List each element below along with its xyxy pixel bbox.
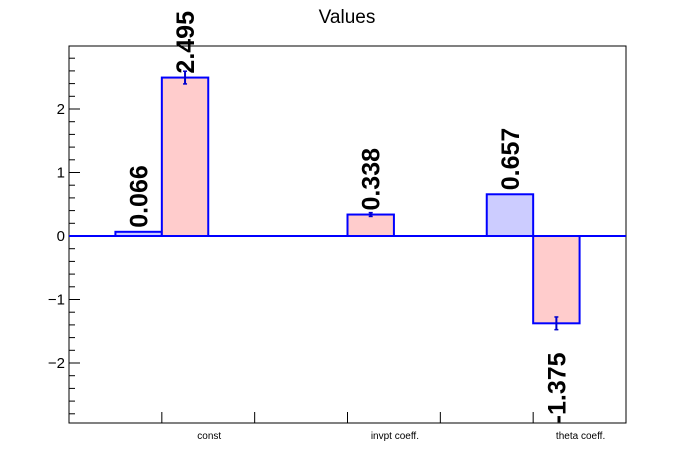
bar — [160, 76, 210, 237]
data-label: 0.066 — [126, 165, 154, 228]
bar — [485, 193, 535, 238]
y-tick-label: 2 — [57, 101, 65, 118]
y-tick-label: −2 — [48, 355, 65, 372]
y-tick-label: 0 — [57, 228, 65, 245]
x-tick-label: const — [197, 431, 221, 442]
chart-title: Values — [319, 7, 376, 28]
x-tick-label: theta coeff. — [556, 431, 605, 442]
bar — [346, 213, 395, 238]
y-tick-label: 1 — [57, 165, 65, 182]
data-label: 0.657 — [497, 128, 525, 191]
y-tick-label: −1 — [48, 292, 65, 309]
bar — [532, 235, 581, 325]
plot-area: −2 −1 0 1 2 const invpt coeff. theta coeff. 0.06… — [48, 11, 627, 442]
data-label: 2.495 — [172, 11, 200, 74]
x-tick-label: invpt coeff. — [371, 431, 419, 442]
data-label: 0.338 — [358, 148, 386, 211]
data-label: -1.375 — [543, 352, 571, 423]
